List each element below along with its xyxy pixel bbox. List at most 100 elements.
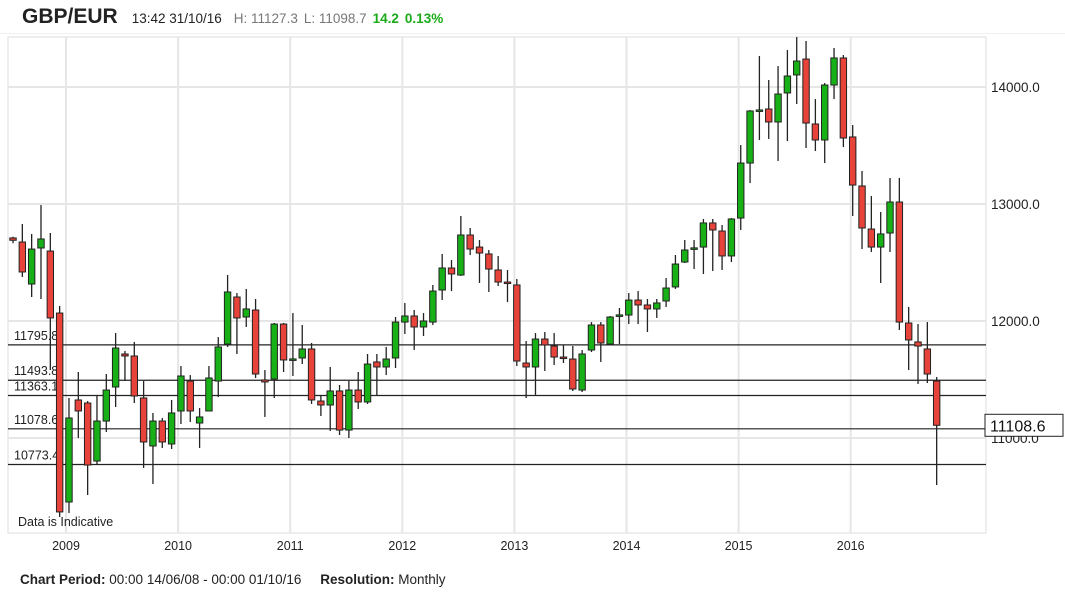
candle-body (718, 230, 726, 257)
level-label: 11795.8 (14, 329, 58, 343)
candle (746, 110, 754, 184)
quote-header: GBP/EUR 13:42 31/10/16 H: 11127.3 L: 110… (22, 5, 449, 29)
candle (774, 66, 782, 161)
x-tick-label: 2009 (52, 539, 80, 553)
candle (932, 377, 941, 486)
candle (83, 401, 92, 495)
candle (783, 50, 792, 142)
candle-body (223, 291, 232, 345)
candle (466, 227, 474, 256)
candle (18, 224, 27, 278)
candle-body (65, 417, 73, 503)
candle-body (559, 356, 568, 360)
candle-body (46, 250, 55, 319)
candle-body (932, 380, 941, 426)
candle (755, 55, 764, 141)
candle-body (186, 380, 194, 412)
current-price-label: 11108.6 (990, 418, 1046, 435)
candle-body (802, 58, 810, 124)
candle (37, 205, 45, 300)
candle-body (531, 338, 540, 368)
candle-body (102, 389, 110, 422)
candle (914, 324, 922, 384)
candle (699, 218, 708, 274)
candle (382, 346, 390, 376)
candle-body (811, 123, 820, 141)
candle-body (205, 377, 213, 412)
candle (27, 233, 36, 298)
candle (317, 394, 325, 417)
candle (298, 324, 306, 365)
x-tick-label: 2012 (388, 539, 416, 553)
candle (522, 341, 530, 398)
candle (587, 322, 596, 353)
candle (214, 337, 222, 398)
candle (326, 366, 334, 431)
candle (541, 331, 549, 371)
candle-body (289, 358, 297, 361)
gridlines (8, 37, 986, 533)
candle (503, 269, 512, 303)
header-divider (0, 33, 1065, 34)
candle (923, 322, 932, 384)
candle-body (597, 324, 605, 344)
candle-body (774, 93, 782, 123)
candle-body (317, 400, 325, 406)
candle (904, 306, 913, 371)
quote-low: L: 11098.7 (303, 11, 367, 26)
candle-body (849, 136, 857, 186)
candle (793, 37, 801, 104)
candle (681, 240, 689, 263)
candle-body (167, 412, 176, 445)
candle (438, 253, 446, 301)
candle-body (335, 390, 344, 431)
candle (373, 353, 381, 396)
candle (251, 299, 260, 378)
candle (167, 399, 176, 449)
candle (419, 313, 428, 336)
candle-body (821, 84, 829, 141)
x-tick-label: 2016 (837, 539, 865, 553)
candle-body (634, 299, 642, 306)
resolution-value: Monthly (398, 572, 446, 587)
candle (233, 293, 241, 354)
candle (830, 48, 838, 100)
candle-body (513, 284, 521, 362)
level-label: 10773.4 (14, 449, 59, 463)
quote-high: H: 11127.3 (233, 11, 298, 26)
candle (223, 275, 232, 347)
candle-body (755, 109, 764, 112)
candle (821, 83, 829, 164)
candle-body (233, 296, 241, 319)
candle (849, 125, 857, 217)
candle (102, 374, 110, 433)
candle-body (485, 253, 493, 270)
candle (55, 306, 64, 517)
candle-body (830, 57, 838, 86)
candle-body (345, 389, 353, 431)
candle-body (447, 267, 456, 275)
candle (121, 350, 129, 382)
candle-body (130, 355, 138, 397)
candle (578, 350, 586, 393)
candle-body (653, 302, 661, 310)
candle (186, 375, 194, 422)
current-price-box (984, 413, 1064, 437)
candle (513, 278, 521, 367)
candle-body (494, 269, 502, 283)
candle-body (765, 108, 773, 123)
candle-body (242, 308, 250, 318)
candle-body (354, 389, 362, 403)
candle (345, 381, 353, 438)
candle (802, 41, 810, 148)
candle (597, 322, 605, 362)
x-tick-label: 2011 (277, 539, 304, 553)
candle-body (867, 228, 876, 248)
resolution-label: Resolution: (320, 572, 395, 587)
candle-body (55, 312, 64, 513)
candle-body (18, 241, 27, 273)
candle-body (270, 323, 278, 380)
candle-body (475, 246, 484, 254)
candle-body (737, 162, 745, 219)
